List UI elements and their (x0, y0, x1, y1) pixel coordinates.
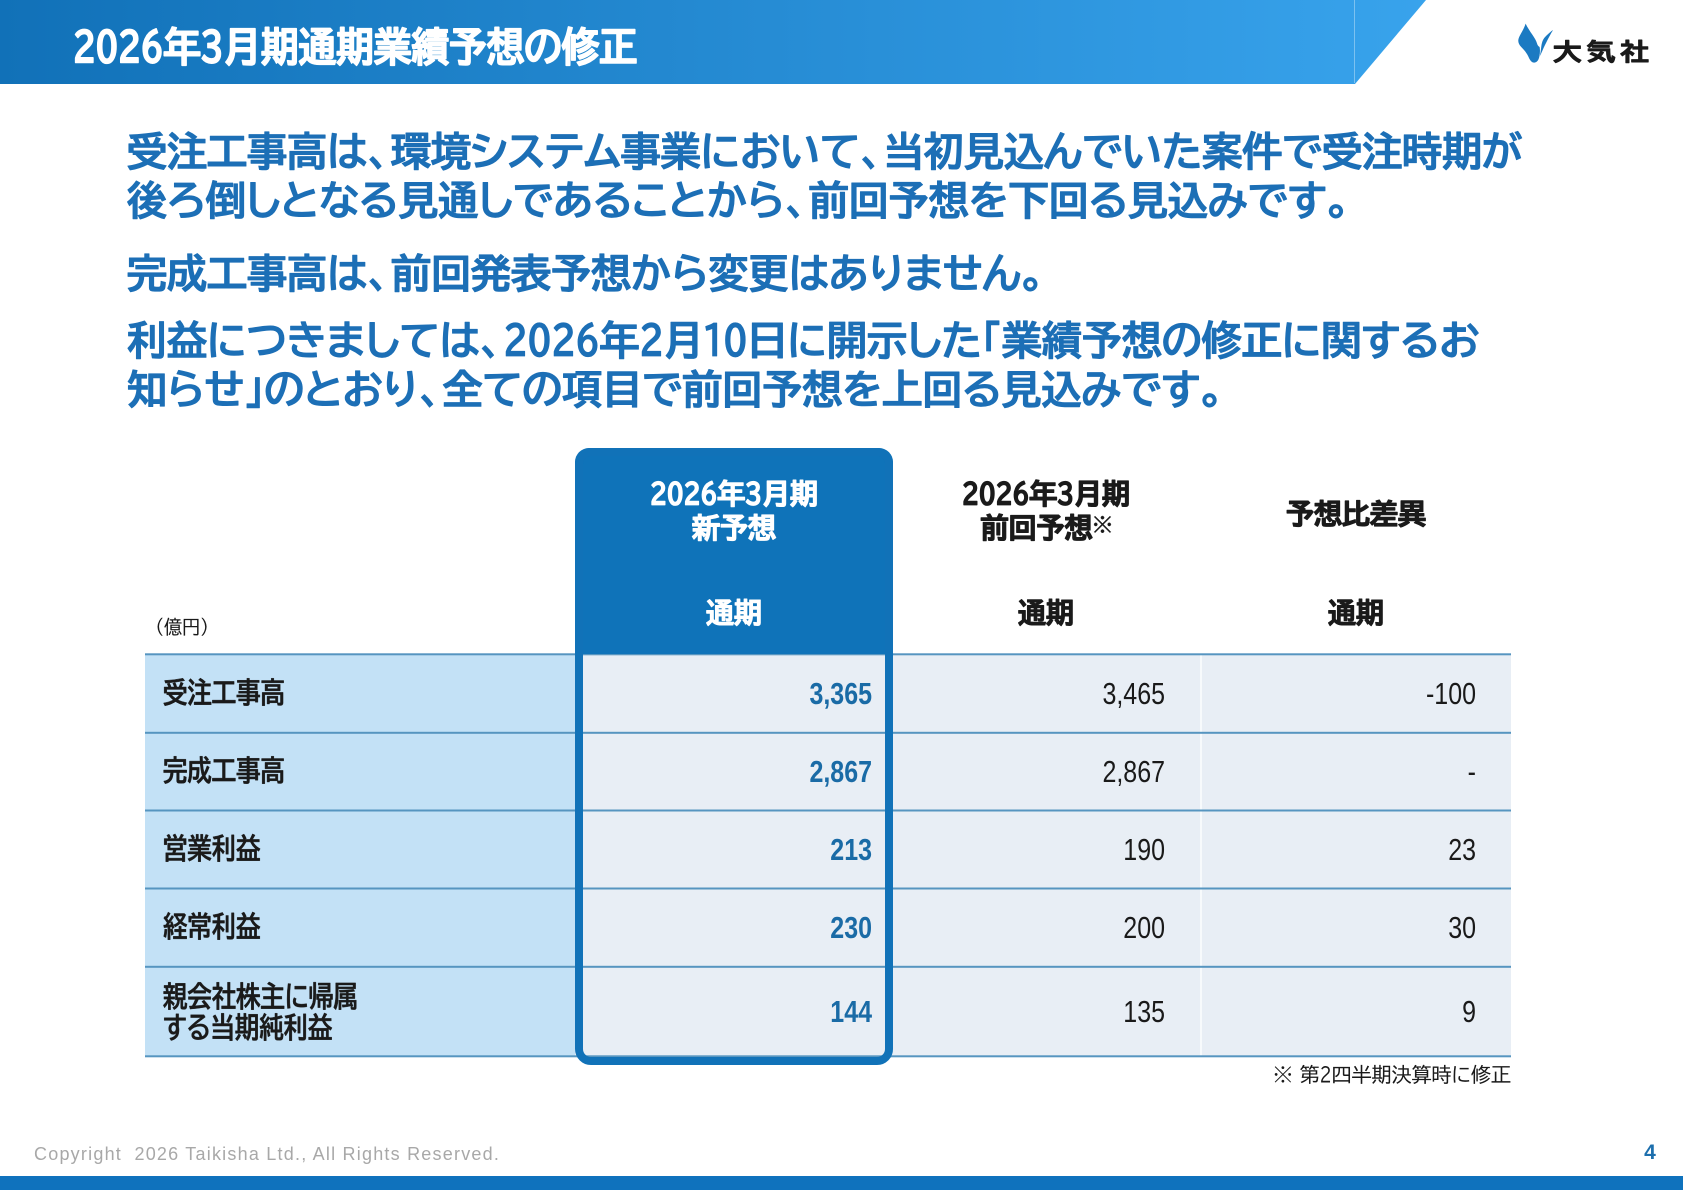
svg-text:213: 213 (830, 833, 872, 867)
svg-text:3,465: 3,465 (1102, 677, 1165, 711)
svg-text:-: - (1468, 755, 1476, 789)
svg-text:135: 135 (1123, 995, 1165, 1029)
svg-text:23: 23 (1448, 833, 1476, 867)
svg-text:Copyright 2026 Taikisha Ltd.,: Copyright 2026 Taikisha Ltd., All Rights… (34, 1144, 500, 1164)
svg-text:190: 190 (1123, 833, 1165, 867)
svg-text:30: 30 (1448, 911, 1476, 945)
svg-text:2,867: 2,867 (1102, 755, 1165, 789)
svg-text:200: 200 (1123, 911, 1165, 945)
svg-text:3,365: 3,365 (809, 677, 872, 711)
svg-text:230: 230 (830, 911, 872, 945)
svg-text:2,867: 2,867 (809, 755, 872, 789)
svg-text:4: 4 (1644, 1141, 1656, 1164)
svg-text:9: 9 (1462, 995, 1476, 1029)
svg-text:144: 144 (830, 995, 872, 1029)
svg-text:-100: -100 (1426, 677, 1476, 711)
